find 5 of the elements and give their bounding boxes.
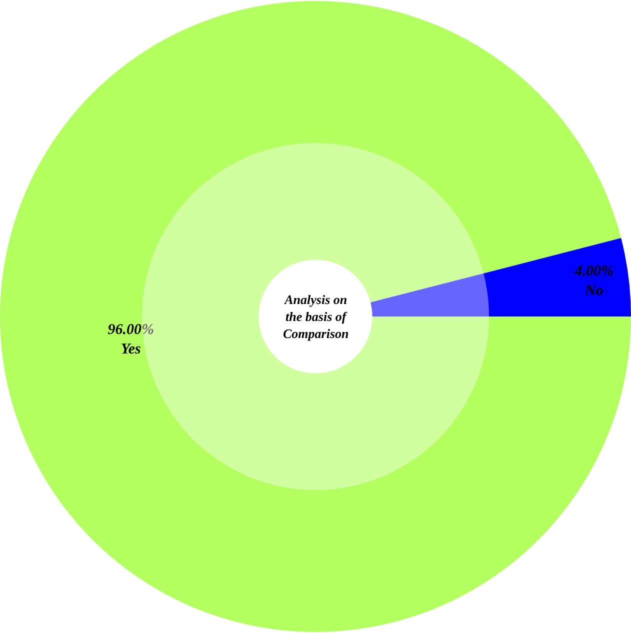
slice-label: Yes (120, 342, 141, 358)
data-label: 4.00% (574, 264, 614, 280)
data-label: 96.00% (108, 322, 154, 338)
slice-label: No (584, 283, 604, 300)
text: Analysis on the basis of Comparison (283, 292, 349, 341)
